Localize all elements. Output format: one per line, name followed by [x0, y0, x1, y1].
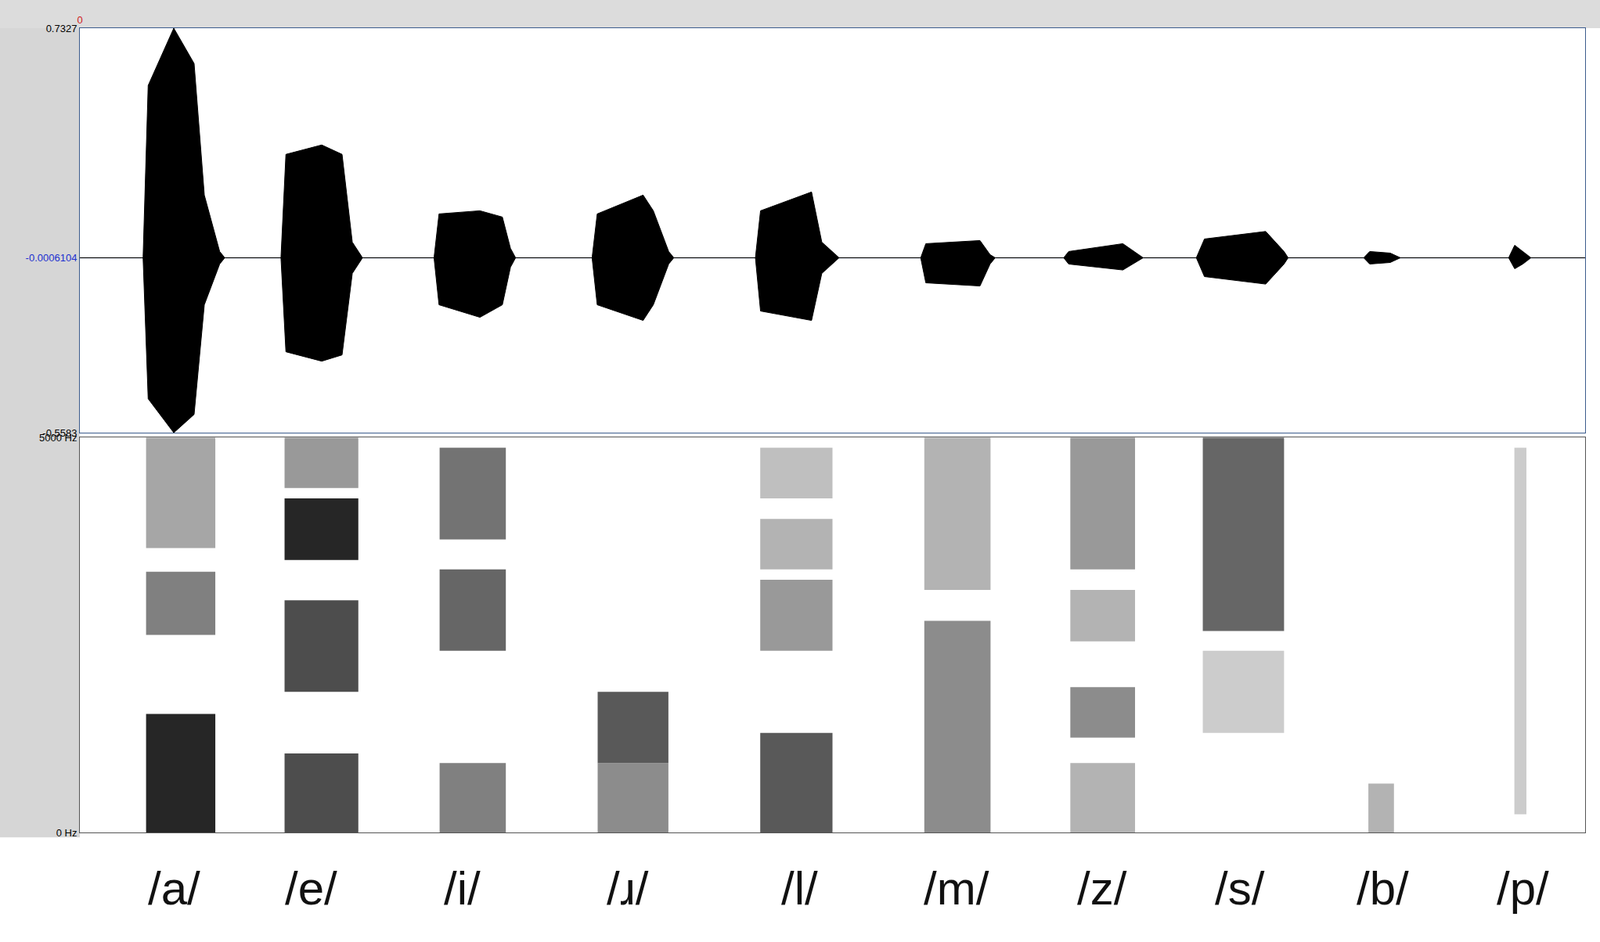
svg-text:5000 Hz: 5000 Hz — [39, 432, 77, 444]
svg-text:/l/: /l/ — [781, 862, 819, 916]
svg-text:0 Hz: 0 Hz — [56, 827, 78, 840]
svg-text:0: 0 — [76, 14, 83, 26]
svg-text:0.7327: 0.7327 — [46, 22, 78, 35]
svg-text:/e/: /e/ — [284, 862, 338, 916]
svg-text:/m/: /m/ — [923, 862, 990, 916]
svg-text:-0.5583: -0.5583 — [42, 427, 77, 440]
svg-text:/i/: /i/ — [443, 862, 481, 916]
svg-text:-0.0006104: -0.0006104 — [25, 252, 78, 264]
svg-text:/z/: /z/ — [1077, 862, 1128, 916]
svg-text:/a/: /a/ — [147, 862, 201, 916]
svg-text:/b/: /b/ — [1356, 862, 1410, 916]
svg-text:/s/: /s/ — [1214, 862, 1265, 916]
svg-text:/p/: /p/ — [1496, 862, 1550, 916]
svg-text:/ɹ/: /ɹ/ — [606, 862, 649, 916]
